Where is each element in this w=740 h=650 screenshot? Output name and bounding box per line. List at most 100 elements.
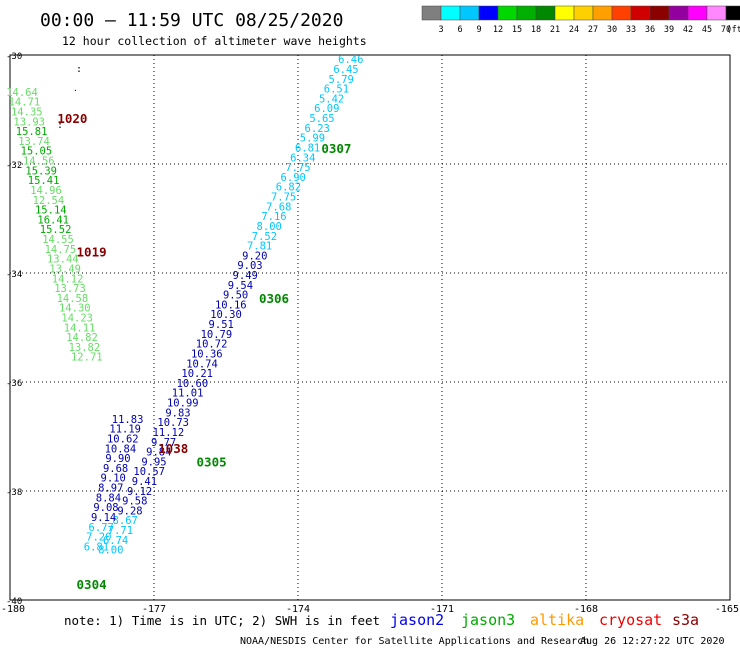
x-tick-label: -171	[430, 604, 454, 615]
wave-height-point: 12.54	[33, 195, 65, 207]
colorbar-swatch	[459, 5, 480, 21]
wave-height-point: 6.81	[84, 541, 109, 553]
wave-height-point: 9.10	[101, 473, 126, 485]
wave-height-point: 10.60	[177, 378, 209, 390]
wave-height-point: 11.83	[112, 414, 144, 426]
wave-height-point: 6.23	[305, 123, 330, 135]
wave-height-point: 13.82	[69, 342, 101, 354]
wave-height-point: 9.54	[228, 280, 253, 292]
stray-mark: :	[57, 120, 63, 131]
colorbar-label: 42	[683, 25, 693, 35]
colorbar-label: 9	[476, 25, 481, 35]
wave-height-point: 14.75	[45, 244, 77, 256]
wave-height-point: 13.93	[13, 116, 45, 128]
x-axis-ticks: -180 -177 -174 -171 -168 -165	[1, 604, 739, 615]
colorbar-label: 3	[438, 25, 443, 35]
colorbar-swatch	[725, 5, 740, 21]
colorbar-label: 18	[531, 25, 541, 35]
wave-height-point: 5.79	[329, 74, 354, 86]
wave-height-point: 9.14	[91, 512, 116, 524]
colorbar-label: 24	[569, 25, 579, 35]
wave-height-point: 7.16	[261, 211, 286, 223]
time-label: 0304	[77, 577, 107, 592]
wave-height-point: 15.14	[35, 205, 67, 217]
wave-height-point: 6.51	[324, 84, 349, 96]
colorbar-swatch	[706, 5, 727, 21]
wave-height-point: 12.71	[71, 352, 103, 364]
wave-height-labels: 6.466.455.796.515.426.095.656.235.996.81…	[6, 54, 363, 557]
wave-height-point: 8.84	[96, 492, 121, 504]
wave-height-point: 7.75	[271, 192, 296, 204]
wave-height-point: 10.84	[105, 443, 137, 455]
y-tick-label: -34	[6, 270, 22, 280]
time-label: 1020	[57, 111, 87, 126]
footer-credit: NOAA/NESDIS Center for Satellite Applica…	[240, 636, 589, 647]
wave-height-point: 10.72	[196, 339, 228, 351]
wave-height-point: 9.41	[132, 476, 157, 488]
wave-height-point: 9.28	[117, 505, 142, 517]
colorbar-label: 36	[645, 25, 655, 35]
wave-height-point: 10.79	[201, 329, 233, 341]
wave-height-point: 6.09	[314, 103, 339, 115]
colorbar-label: 12	[493, 25, 503, 35]
wave-height-point: 8.67	[113, 515, 138, 527]
wave-height-point: 6.82	[276, 182, 301, 194]
wave-height-point: 8.97	[98, 483, 123, 495]
colorbar-swatch	[687, 5, 708, 21]
time-labels: 1020 1019 1038 0307 0306 0305 0304	[57, 111, 351, 592]
wave-height-point: 5.42	[319, 93, 344, 105]
wave-height-point: 6.46	[338, 54, 363, 66]
wave-height-point: 10.62	[107, 433, 139, 445]
colorbar-label: 30	[607, 25, 617, 35]
wave-height-point: 9.49	[233, 270, 258, 282]
wave-height-point: 9.50	[223, 290, 248, 302]
wave-height-point: 6.81	[295, 142, 320, 154]
x-tick-label: -168	[574, 604, 598, 615]
time-label: 0306	[259, 291, 289, 306]
x-tick-label: -174	[286, 604, 310, 615]
time-label: 0305	[197, 454, 227, 469]
plot-area: -30-32-34-36-38-40 -180 -177 -174 -171 -168-…	[1, 52, 739, 615]
chart-title: 00:00 – 11:59 UTC 08/25/2020	[40, 10, 343, 31]
grid-lines	[10, 55, 730, 600]
wave-height-point: 6.77	[89, 522, 114, 534]
legend-s3a: s3a	[672, 611, 699, 629]
wave-height-point: 11.19	[109, 424, 141, 436]
wave-height-point: 11.12	[153, 427, 185, 439]
y-tick-label: -30	[6, 52, 22, 62]
colorbar-label: 33	[626, 25, 636, 35]
colorbar-swatch	[535, 5, 556, 21]
wave-height-point: 6.74	[103, 535, 128, 547]
wave-height-point: 15.81	[16, 126, 48, 138]
wave-height-point: 14.82	[66, 332, 98, 344]
colorbar-swatch	[630, 5, 651, 21]
colorbar-label: 6	[457, 25, 462, 35]
wave-height-point: 9.08	[93, 502, 118, 514]
wave-height-point: 7.81	[247, 241, 272, 253]
colorbar-swatch	[668, 5, 689, 21]
wave-height-point: 9.84	[146, 447, 171, 459]
wave-height-point: 5.99	[300, 133, 325, 145]
colorbar-label: 27	[588, 25, 598, 35]
wave-height-point: 14.96	[30, 185, 62, 197]
wave-height-point: 14.58	[57, 293, 89, 305]
wave-height-point: 9.77	[151, 437, 176, 449]
wave-height-point: 13.74	[18, 136, 50, 148]
time-label: 0307	[321, 141, 351, 156]
wave-height-point: 10.99	[167, 398, 199, 410]
wave-height-point: 14.35	[11, 106, 43, 118]
stray-mark: :	[76, 64, 82, 75]
time-label: 1038	[158, 441, 188, 456]
wave-height-point: 8.00	[98, 545, 123, 557]
wave-height-point: 9.51	[209, 319, 234, 331]
wave-height-point: 7.52	[252, 231, 277, 243]
wave-height-point: 14.56	[23, 156, 55, 168]
wave-height-point: 14.11	[64, 322, 96, 334]
colorbar-swatch	[611, 5, 632, 21]
legend-altika: altika	[530, 611, 584, 629]
wave-height-point: 9.12	[127, 486, 152, 498]
time-label: 1019	[77, 245, 107, 260]
legend-jason3: jason3	[461, 611, 515, 629]
